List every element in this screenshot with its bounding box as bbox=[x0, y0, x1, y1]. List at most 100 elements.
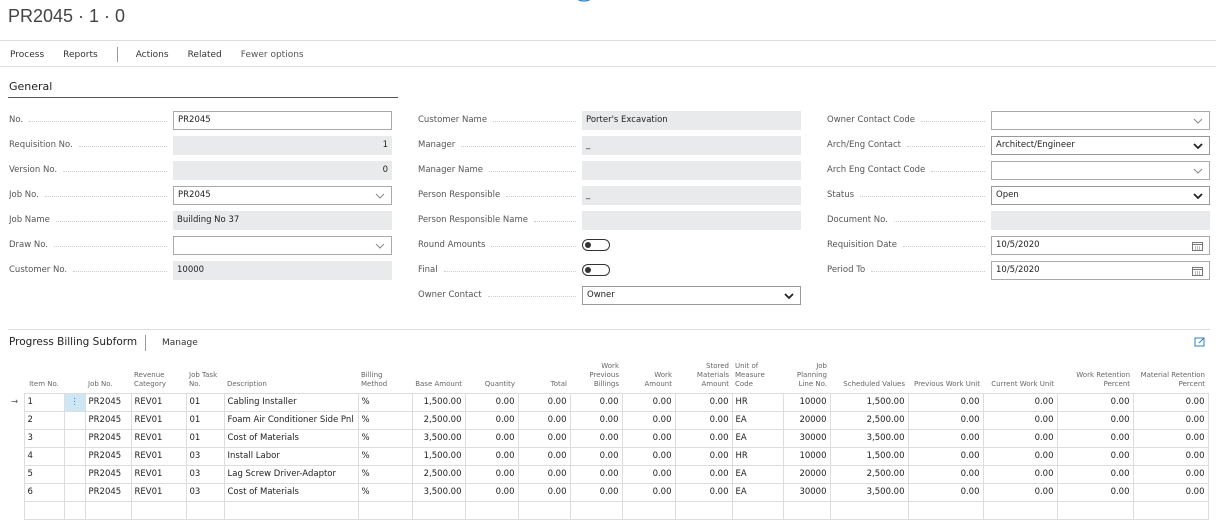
field-label-wrap: Final bbox=[418, 265, 582, 275]
column-header[interactable]: Job No. bbox=[88, 380, 113, 389]
input-box[interactable]: Architect/Engineer bbox=[991, 135, 1210, 155]
header-row: Item No. Job No. Revenue Category Job Task … bbox=[8, 356, 1208, 393]
divider bbox=[8, 329, 1210, 330]
field-value: Architect/Engineer bbox=[996, 140, 1075, 150]
field-label-wrap: Arch/Eng Contact bbox=[827, 140, 991, 150]
input-box[interactable]: Owner bbox=[582, 285, 801, 305]
cell: 0.00 bbox=[907, 482, 984, 502]
field-label: Job Name bbox=[9, 215, 50, 225]
leader bbox=[493, 121, 576, 122]
toggle[interactable] bbox=[582, 239, 610, 251]
cell: % bbox=[357, 428, 413, 448]
input-box[interactable]: 10/5/2020 bbox=[991, 235, 1210, 255]
input-box[interactable]: PR2045 bbox=[173, 185, 392, 205]
row-menu[interactable]: ⋮ bbox=[63, 392, 86, 412]
input-box[interactable]: Open bbox=[991, 185, 1210, 205]
cell: % bbox=[357, 482, 413, 502]
row-menu bbox=[63, 464, 86, 484]
cell: PR2045 bbox=[84, 482, 132, 502]
input-box[interactable] bbox=[991, 160, 1210, 180]
column-header[interactable]: Billing Method bbox=[361, 371, 388, 389]
table-row[interactable]: 5 PR2045 REV01 03 Lag Screw Driver-Adaptor% 2… bbox=[8, 464, 1209, 484]
leader bbox=[29, 121, 167, 122]
expand-icon[interactable] bbox=[1194, 336, 1206, 348]
column-header[interactable]: Job Task No. bbox=[189, 371, 218, 389]
menu-item[interactable]: Actions bbox=[135, 49, 169, 60]
column-header[interactable]: Scheduled Values bbox=[843, 380, 905, 389]
cell bbox=[411, 500, 466, 520]
table-row[interactable] bbox=[8, 500, 1209, 520]
cell: 3,500.00 bbox=[829, 428, 909, 448]
cell: 0.00 bbox=[907, 410, 984, 430]
column-header[interactable]: Work Amount bbox=[644, 371, 672, 389]
cell: 0.00 bbox=[982, 464, 1058, 484]
column-header[interactable]: Work Previous Billings bbox=[589, 362, 619, 389]
leader bbox=[903, 246, 985, 247]
cell: HR bbox=[731, 392, 784, 412]
cell: 01 bbox=[185, 392, 225, 412]
divider bbox=[0, 40, 1216, 41]
form-field: Arch/Eng Contact Architect/Engineer bbox=[827, 135, 1211, 155]
column-header[interactable]: Total bbox=[550, 380, 567, 389]
cell: % bbox=[357, 392, 413, 412]
cell: 0.00 bbox=[1056, 428, 1134, 448]
subform-title: Progress Billing Subform bbox=[9, 336, 138, 348]
table-row[interactable]: 4 PR2045 REV01 03 Install Labor% 1,500.00 0.00… bbox=[8, 446, 1209, 466]
field-value: 0 bbox=[382, 165, 388, 175]
cell: % bbox=[357, 410, 413, 430]
manage-button[interactable]: Manage bbox=[162, 338, 198, 348]
column-header[interactable]: Revenue Category bbox=[134, 371, 166, 389]
column-header[interactable]: Stored Materials Amount bbox=[696, 362, 729, 389]
cell bbox=[621, 500, 676, 520]
column-header[interactable]: Work Retention Percent bbox=[1076, 371, 1130, 389]
field-label: Customer Name bbox=[418, 115, 488, 125]
input-box[interactable]: 10/5/2020 bbox=[991, 260, 1210, 280]
field-label-wrap: Person Responsible bbox=[418, 190, 582, 200]
table-row[interactable]: → 1 ⋮ PR2045 REV01 01 Cabling Installer% 1,500.… bbox=[8, 392, 1209, 412]
field-label: Final bbox=[418, 265, 438, 275]
menu-item[interactable]: Fewer options bbox=[240, 49, 304, 60]
cell: 0.00 bbox=[1056, 410, 1134, 430]
leader bbox=[893, 221, 985, 222]
cell bbox=[517, 500, 571, 520]
column-header[interactable]: Unit of Measure Code bbox=[735, 362, 765, 389]
column-header[interactable]: Base Amount bbox=[415, 380, 462, 389]
table-row[interactable]: 6 PR2045 REV01 03 Cost of Materials% 3,500.00… bbox=[8, 482, 1209, 502]
leader bbox=[489, 171, 576, 172]
form-field: Person Responsible Name bbox=[418, 210, 802, 230]
cell: 0.00 bbox=[1056, 464, 1134, 484]
column-header[interactable]: Material Retention Percent bbox=[1140, 371, 1205, 389]
cell: PR2045 bbox=[84, 464, 132, 484]
menu-item[interactable]: Process bbox=[10, 49, 45, 60]
field-label: Status bbox=[827, 190, 855, 200]
row-indicator bbox=[8, 411, 24, 429]
leader bbox=[906, 146, 985, 147]
cell bbox=[674, 500, 733, 520]
field-label-wrap: Requisition Date bbox=[827, 240, 991, 250]
column-header[interactable]: Current Work Unit bbox=[991, 380, 1054, 389]
column-header[interactable]: Job Planning Line No. bbox=[796, 362, 827, 389]
menu-item[interactable]: Reports bbox=[63, 49, 98, 60]
cell: 01 bbox=[185, 428, 225, 448]
field-label: Manager Name bbox=[418, 165, 484, 175]
cell: 0.00 bbox=[517, 482, 571, 502]
input-box: 1 bbox=[173, 135, 392, 155]
menu-item[interactable]: Related bbox=[187, 49, 222, 60]
cell: Lag Screw Driver-Adaptor bbox=[223, 464, 359, 484]
input-box[interactable] bbox=[991, 110, 1210, 130]
field-label-wrap: Requisition No. bbox=[9, 140, 173, 150]
input-box[interactable]: PR2045 bbox=[173, 110, 392, 130]
cell bbox=[731, 500, 784, 520]
field-label: Person Responsible Name bbox=[418, 215, 528, 225]
toggle[interactable] bbox=[582, 264, 610, 276]
column-header[interactable]: Description bbox=[227, 380, 267, 389]
table-row[interactable]: 2 PR2045 REV01 01 Foam Air Conditioner Side … bbox=[8, 410, 1209, 430]
column-header[interactable]: Quantity bbox=[484, 380, 515, 389]
input-box[interactable] bbox=[173, 235, 392, 255]
row-menu bbox=[63, 482, 86, 502]
leader bbox=[487, 296, 576, 297]
table-row[interactable]: 3 PR2045 REV01 01 Cost of Materials% 3,500.00… bbox=[8, 428, 1209, 448]
column-header[interactable]: Previous Work Unit bbox=[913, 380, 980, 389]
column-header[interactable]: Item No. bbox=[29, 380, 59, 389]
